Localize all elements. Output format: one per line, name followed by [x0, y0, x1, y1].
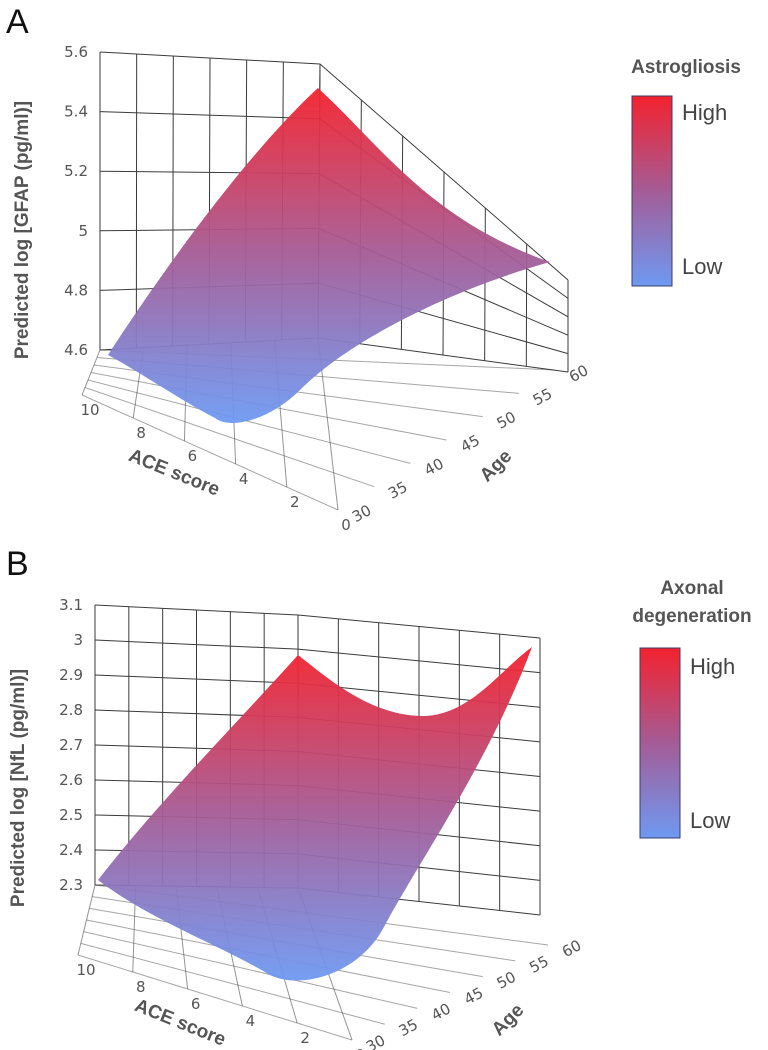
panel-a-grid-line	[81, 349, 101, 396]
panel-b-legend-high: High	[690, 654, 735, 679]
panel-a-ace-tick-label: 10	[80, 401, 99, 419]
panel-b-z-tick-label: 2.3	[59, 876, 83, 894]
panel-a-letter: A	[6, 3, 29, 41]
panel-b-z-tick-label: 2.4	[59, 841, 83, 859]
panel-a-age-tick-label: 40	[421, 454, 446, 479]
panel-b-ace-tick-label: 2	[300, 1029, 310, 1047]
panel-b-letter: B	[6, 545, 29, 583]
panel-a-age-tick-label: 60	[566, 361, 591, 386]
panel-a-grid-line	[84, 387, 375, 488]
panel-a-legend: Astrogliosis High Low	[631, 57, 741, 287]
panel-a-age-tick-label: 30	[349, 501, 374, 526]
panel-b-age-tick-label: 40	[428, 999, 453, 1024]
panel-b-ace-tick-label: 0	[355, 1046, 365, 1050]
panel-b-ace-tick-label: 6	[191, 995, 201, 1013]
panel-a-grid-line	[484, 207, 486, 361]
panel-a-z-tick-label: 5.6	[64, 43, 88, 61]
panel-b-legend-low: Low	[690, 808, 730, 833]
panel-a-z-ticks: 4.6 4.8 5 5.2 5.4 5.6	[64, 43, 88, 359]
panel-a-ace-axis-title: ACE score	[126, 445, 223, 500]
panel-b-grid-line	[83, 931, 418, 1009]
panel-b-ace-ticks: 10 8 6 4 2 0	[76, 961, 364, 1050]
panel-a-z-tick-label: 4.6	[64, 341, 88, 359]
panel-b-z-axis-title: Predicted log [NfL (pg/ml)]	[8, 669, 29, 907]
panel-a-ace-ticks: 10 8 6 4 2 0	[80, 401, 350, 534]
panel-b-colorbar	[639, 647, 681, 839]
panel-a-grid-line	[87, 379, 411, 464]
panel-b-age-axis-title: Age	[488, 1000, 528, 1040]
panel-b-grid-line	[77, 884, 96, 956]
panel-b-age-tick-label: 45	[461, 984, 486, 1009]
panel-b-ace-tick-label: 8	[136, 978, 146, 996]
panel-a-age-tick-label: 55	[530, 384, 555, 409]
panel-b-z-tick-label: 2.9	[59, 666, 83, 684]
panel-a-legend-title: Astrogliosis	[631, 57, 741, 78]
panel-a-age-tick-label: 50	[494, 408, 519, 433]
panel-a-z-tick-label: 5	[78, 222, 88, 240]
panel-b-ace-tick-label: 4	[246, 1012, 256, 1030]
panel-b-legend-title-line2: degeneration	[632, 606, 751, 627]
panel-a-z-tick-label: 5.4	[64, 103, 88, 121]
panel-b-age-tick-label: 55	[526, 952, 551, 977]
panel-b-age-tick-label: 30	[363, 1031, 388, 1050]
panel-a-age-tick-label: 45	[457, 431, 482, 456]
panel-b-surface	[98, 647, 532, 981]
panel-a-legend-low: Low	[682, 254, 722, 279]
panel-b-z-tick-label: 2.7	[59, 736, 83, 754]
panel-a-ace-tick-label: 8	[136, 424, 146, 442]
panel-a-ace-tick-label: 2	[290, 493, 300, 511]
panel-b-z-tick-label: 3.1	[59, 596, 83, 614]
panel-b-ace-tick-label: 10	[76, 961, 95, 979]
panel-b: B 2.3 2.4 2.5 2.6 2.7 2.8 2.9 3 3.1 10 8 6 4 2 0 30 35…	[6, 545, 752, 1050]
panel-a-legend-high: High	[682, 100, 727, 125]
panel-b-z-ticks: 2.3 2.4 2.5 2.6 2.7 2.8 2.9 3 3.1	[59, 596, 83, 894]
panel-b-grid-line	[80, 942, 385, 1025]
panel-a-z-tick-label: 5.2	[64, 162, 88, 180]
panel-b-z-tick-label: 2.8	[59, 701, 83, 719]
panel-a-surface	[108, 88, 550, 423]
panel-b-z-tick-label: 3	[73, 631, 83, 649]
panel-a-ace-tick-label: 4	[239, 470, 249, 488]
panel-b-z-tick-label: 2.6	[59, 771, 83, 789]
panel-a-age-tick-label: 35	[385, 478, 410, 503]
panel-a-z-tick-label: 4.8	[64, 281, 88, 299]
panel-a-ace-tick-label: 0	[341, 516, 351, 534]
panel-a-grid-line	[81, 394, 339, 511]
panel-a: A 4.6 4.8 5 5.2 5.4 5.6 10 8 6 4 2 0 30 35 40 45 50 55 6…	[6, 3, 741, 534]
panel-b-age-tick-label: 35	[396, 1015, 421, 1040]
panel-a-z-axis-title: Predicted log [GFAP (pg/ml)]	[12, 101, 33, 359]
panel-a-age-axis-title: Age	[476, 446, 516, 486]
panel-b-legend-title-line1: Axonal	[660, 578, 723, 599]
panel-a-colorbar	[631, 95, 673, 287]
panel-b-ace-axis-title: ACE score	[132, 995, 229, 1050]
panel-b-age-tick-label: 50	[494, 968, 519, 993]
panel-b-grid-line	[77, 954, 353, 1041]
panel-b-z-tick-label: 2.5	[59, 806, 83, 824]
panel-b-age-tick-label: 60	[559, 936, 584, 961]
panel-b-legend: Axonal degeneration High Low	[632, 578, 752, 839]
panel-a-ace-tick-label: 6	[188, 447, 198, 465]
panel-a-age-ticks: 30 35 40 45 50 55 60	[349, 361, 591, 526]
panel-b-age-ticks: 30 35 40 45 50 55 60	[363, 936, 584, 1050]
